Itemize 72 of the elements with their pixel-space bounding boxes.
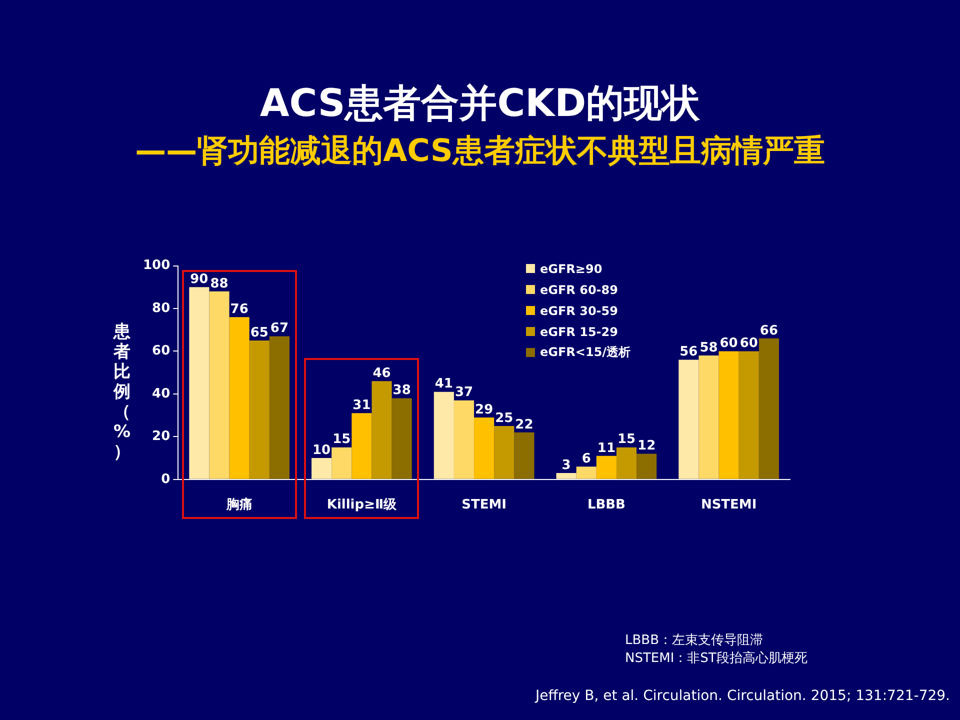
legend-label: eGFR 60-89	[540, 282, 618, 296]
y-tick-label: 80	[152, 300, 170, 316]
bar	[269, 336, 290, 479]
text: LBBB：左束支传导阻滞	[625, 632, 764, 650]
data-label: 41	[434, 376, 453, 392]
bar	[678, 360, 699, 479]
data-label: 60	[720, 336, 738, 352]
data-label: 67	[270, 321, 289, 336]
legend-label: eGFR≥90	[540, 262, 602, 276]
data-label: 11	[597, 440, 616, 456]
data-label: 88	[210, 276, 228, 292]
y-tick-label: 100	[142, 258, 170, 274]
data-label: 29	[475, 402, 494, 418]
x-tick-label: NSTEMI	[700, 498, 757, 513]
bar	[454, 400, 474, 479]
bar	[698, 356, 719, 479]
bar	[312, 458, 332, 479]
data-label: 10	[312, 442, 331, 458]
bar	[352, 413, 372, 479]
bar	[229, 317, 250, 479]
bar	[576, 466, 596, 479]
data-label: 60	[740, 336, 758, 352]
data-label: 58	[700, 340, 718, 356]
bar	[392, 398, 412, 479]
bar	[596, 456, 616, 479]
data-label: 3	[562, 458, 571, 473]
bar	[332, 447, 352, 479]
data-label: 31	[352, 398, 371, 414]
y-tick-label: 20	[152, 429, 170, 444]
bar	[474, 417, 494, 479]
y-axis-title: 患者比例（%）	[112, 322, 132, 462]
text: Jeffrey B, et al. Circulation. Circulation. 2015; 131:721-729.	[535, 688, 950, 704]
bar	[616, 447, 637, 479]
chart-subtitle: ——肾功能减退的ACS患者症状不典型且病情严重	[134, 132, 826, 171]
data-label: 22	[515, 417, 534, 432]
y-tick-label: 0	[161, 472, 170, 487]
bar	[494, 426, 514, 479]
bar	[209, 291, 230, 479]
y-tick-label: 40	[152, 386, 170, 402]
data-label: 46	[372, 366, 391, 382]
data-label: 66	[760, 323, 778, 338]
legend-label: eGFR 15-29	[540, 324, 618, 338]
data-label: 37	[454, 385, 474, 400]
chart-title: ACS患者合并CKD的现状	[258, 80, 702, 127]
bar	[556, 472, 576, 479]
x-tick-label: 胸痛	[225, 496, 252, 513]
data-label: 15	[617, 432, 636, 448]
legend-label: eGFR<15/透析	[540, 344, 631, 361]
bar	[249, 340, 270, 479]
bar	[189, 287, 210, 479]
data-label: 6	[582, 451, 591, 466]
bar	[718, 351, 739, 479]
data-label: 25	[495, 410, 514, 426]
data-label: 65	[250, 325, 268, 340]
data-label: 76	[230, 302, 248, 317]
x-tick-label: STEMI	[462, 498, 507, 513]
data-label: 90	[190, 272, 208, 288]
bar	[372, 381, 392, 479]
data-label: 56	[680, 344, 698, 360]
data-label: 38	[392, 383, 411, 398]
x-tick-label: LBBB	[587, 498, 626, 513]
bar	[636, 454, 657, 479]
x-tick-label: Killip≥Ⅱ级	[326, 498, 398, 513]
legend-label: eGFR 30-59	[540, 304, 618, 318]
bar	[738, 351, 759, 479]
bar	[434, 392, 454, 479]
y-tick-label: 60	[152, 344, 170, 359]
data-label: 12	[638, 438, 656, 454]
text: NSTEMI：非ST段抬高心肌梗死	[625, 650, 808, 668]
data-label: 15	[332, 432, 351, 448]
bar	[514, 432, 534, 479]
bar	[758, 338, 779, 479]
